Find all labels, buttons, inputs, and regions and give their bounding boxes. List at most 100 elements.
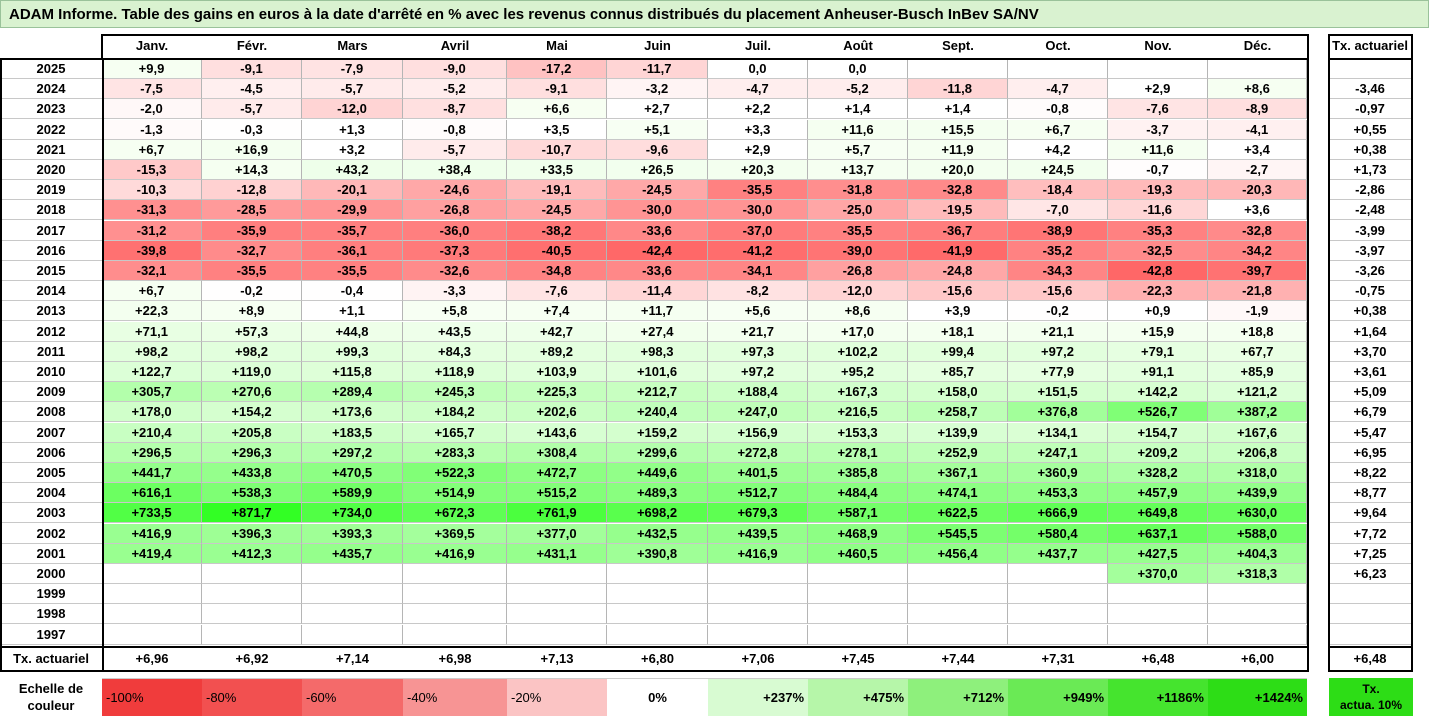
table-border xyxy=(0,58,1309,60)
year-label: 2024 xyxy=(0,79,102,100)
rate-cell: +0,55 xyxy=(1329,120,1411,140)
table-cell: +97,2 xyxy=(1008,341,1108,362)
table-cell: -35,9 xyxy=(202,220,302,241)
table-cell: -35,5 xyxy=(302,261,403,281)
year-label: 1997 xyxy=(0,625,102,645)
year-label: 2009 xyxy=(0,382,102,403)
footer-rate: +6,48 xyxy=(1353,651,1387,666)
table-cell: +297,2 xyxy=(302,442,403,463)
rate-cell xyxy=(1329,625,1411,645)
table-cell: +247,1 xyxy=(1008,442,1108,463)
table-cell: -32,6 xyxy=(403,261,507,281)
table-cell: +580,4 xyxy=(1008,523,1108,544)
table-cell xyxy=(1108,624,1208,645)
table-cell: -9,0 xyxy=(403,59,507,79)
footer-cell: +7,31 xyxy=(1041,651,1075,666)
table-cell xyxy=(607,584,708,605)
footer-cell: +6,98 xyxy=(438,651,472,666)
rate-cell xyxy=(1329,584,1411,605)
legend-swatch: -40% xyxy=(403,678,507,716)
table-cell: -33,6 xyxy=(607,261,708,281)
rate-cell: +8,77 xyxy=(1329,483,1411,504)
table-cell xyxy=(1208,59,1307,79)
table-cell: -30,0 xyxy=(607,200,708,221)
year-label: 2011 xyxy=(0,342,102,362)
table-cell: -37,0 xyxy=(708,220,808,241)
table-cell: +401,5 xyxy=(708,463,808,483)
table-cell: +390,8 xyxy=(607,543,708,564)
rate-cell: -2,86 xyxy=(1329,180,1411,201)
year-label: 2013 xyxy=(0,301,102,322)
year-label: 1999 xyxy=(0,584,102,605)
table-cell: -11,6 xyxy=(1108,200,1208,221)
table-cell: +258,7 xyxy=(908,402,1008,423)
table-cell: -34,1 xyxy=(708,261,808,281)
table-cell xyxy=(1208,624,1307,645)
rate-cell: +9,64 xyxy=(1329,503,1411,524)
table-cell: -15,6 xyxy=(908,281,1008,302)
table-cell: +387,2 xyxy=(1208,402,1307,423)
table-cell: +308,4 xyxy=(507,442,607,463)
table-cell: -8,2 xyxy=(708,281,808,302)
table-cell: +305,7 xyxy=(102,382,202,403)
table-cell: -11,8 xyxy=(908,79,1008,100)
year-label: 2015 xyxy=(0,261,102,281)
table-cell: +85,9 xyxy=(1208,362,1307,382)
table-cell xyxy=(1208,584,1307,605)
table-border xyxy=(1328,58,1413,60)
table-cell: +1,1 xyxy=(302,301,403,322)
footer-cell: +7,13 xyxy=(540,651,574,666)
table-cell: +649,8 xyxy=(1108,503,1208,524)
table-cell: +202,6 xyxy=(507,402,607,423)
table-cell: -34,2 xyxy=(1208,240,1307,261)
table-cell xyxy=(908,604,1008,625)
table-cell xyxy=(708,604,808,625)
table-cell xyxy=(403,624,507,645)
table-cell xyxy=(708,584,808,605)
table-cell: +183,5 xyxy=(302,422,403,443)
year-label: 2016 xyxy=(0,241,102,261)
table-cell: +167,6 xyxy=(1208,422,1307,443)
table-cell: -17,2 xyxy=(507,59,607,79)
footer-cell: +6,80 xyxy=(641,651,674,666)
table-cell: -19,1 xyxy=(507,180,607,201)
table-cell: -0,7 xyxy=(1108,160,1208,180)
rate-cell: -3,97 xyxy=(1329,241,1411,261)
table-cell: -32,8 xyxy=(908,180,1008,201)
table-cell: -35,7 xyxy=(302,220,403,241)
legend-label: Echelle de couleur xyxy=(0,678,102,716)
month-header: Févr. xyxy=(236,38,268,53)
table-cell: -42,8 xyxy=(1108,261,1208,281)
table-cell: +121,2 xyxy=(1208,382,1307,403)
table-cell xyxy=(302,604,403,625)
table-cell: -12,8 xyxy=(202,180,302,201)
table-cell xyxy=(507,604,607,625)
table-cell: +15,5 xyxy=(908,119,1008,140)
year-label: 2019 xyxy=(0,180,102,201)
rate-cell: -3,99 xyxy=(1329,221,1411,241)
legend-swatch: -20% xyxy=(507,678,607,716)
footer-label: Tx. actuariel xyxy=(13,651,89,666)
table-cell: -8,9 xyxy=(1208,99,1307,120)
table-cell: +545,5 xyxy=(908,523,1008,544)
table-cell: +153,3 xyxy=(808,422,908,443)
table-cell: -19,3 xyxy=(1108,180,1208,201)
table-cell: +84,3 xyxy=(403,341,507,362)
table-cell: -28,5 xyxy=(202,200,302,221)
table-cell: +453,3 xyxy=(1008,483,1108,504)
table-cell: +57,3 xyxy=(202,321,302,342)
table-cell: -30,0 xyxy=(708,200,808,221)
table-cell: +6,7 xyxy=(102,139,202,160)
table-cell: +44,8 xyxy=(302,321,403,342)
table-cell: -38,9 xyxy=(1008,220,1108,241)
table-cell: +318,0 xyxy=(1208,463,1307,483)
report-title: ADAM Informe. Table des gains en euros à… xyxy=(0,0,1429,28)
table-cell: -24,5 xyxy=(507,200,607,221)
rate-cell: +6,95 xyxy=(1329,443,1411,463)
footer-cell: +7,06 xyxy=(741,651,775,666)
table-cell: -32,5 xyxy=(1108,240,1208,261)
table-cell: 0,0 xyxy=(708,59,808,79)
month-header: Mai xyxy=(546,38,568,53)
table-cell: +439,9 xyxy=(1208,483,1307,504)
table-cell xyxy=(507,564,607,584)
